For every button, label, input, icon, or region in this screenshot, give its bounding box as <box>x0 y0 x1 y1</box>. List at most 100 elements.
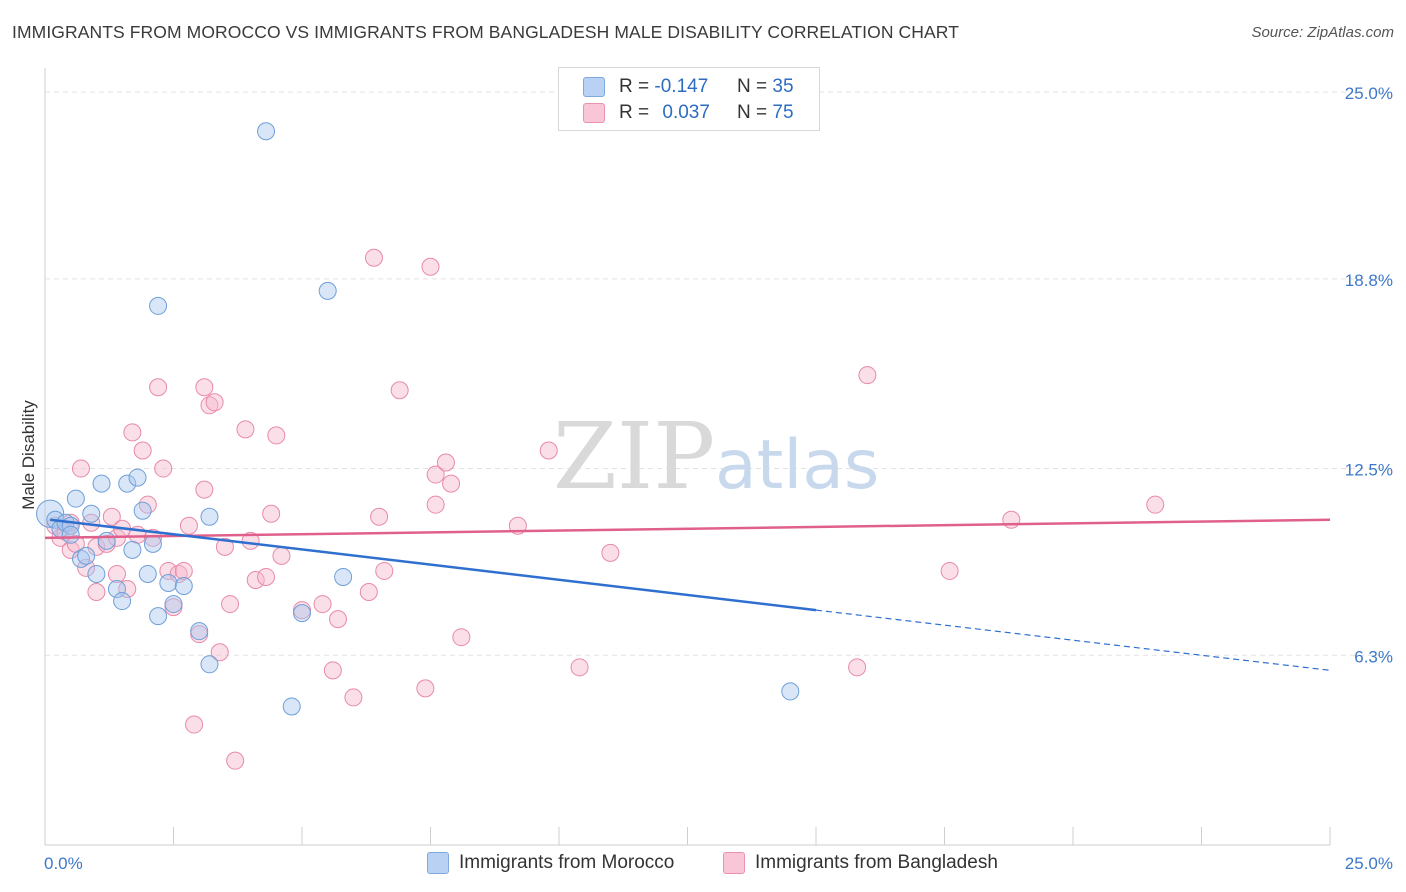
legend-swatch-bangladesh <box>723 852 745 874</box>
bangladesh-point <box>421 257 440 276</box>
stats-legend: R = -0.147 N = 35 R = 0.037 N = 75 <box>558 67 820 131</box>
y-tick-label: 12.5% <box>1345 461 1393 480</box>
legend-r-value: 0.037 <box>662 102 710 123</box>
y-tick-label: 18.8% <box>1345 271 1393 290</box>
bangladesh-point <box>323 661 342 680</box>
bangladesh-point <box>257 567 276 586</box>
bangladesh-point <box>138 495 157 514</box>
bangladesh-point <box>226 751 245 770</box>
morocco-point <box>293 604 311 623</box>
morocco-point <box>107 580 126 599</box>
legend-r-bangladesh: R = 0.037 <box>619 102 719 124</box>
chart-title: IMMIGRANTS FROM MOROCCO VS IMMIGRANTS FR… <box>12 22 959 42</box>
bangladesh-point <box>179 516 198 535</box>
morocco-point <box>133 501 152 520</box>
morocco-point <box>138 564 157 583</box>
bangladesh-point <box>61 540 80 559</box>
bangladesh-point <box>359 583 378 602</box>
morocco-point <box>257 122 276 141</box>
morocco-point <box>190 622 209 641</box>
bangladesh-point <box>313 595 332 614</box>
bangladesh-point <box>56 522 75 541</box>
morocco-point <box>71 549 90 568</box>
legend-r-label: R = <box>619 76 650 97</box>
legend-n-value: 35 <box>772 76 794 97</box>
morocco-point <box>143 534 162 553</box>
morocco-point <box>92 474 111 493</box>
bangladesh-point <box>426 465 445 484</box>
morocco-trend-extension <box>815 609 1331 671</box>
morocco-point <box>113 592 132 611</box>
bangladesh-point <box>375 561 394 580</box>
morocco-point <box>123 540 142 559</box>
bangladesh-point <box>272 546 291 565</box>
series-legend: Immigrants from Morocco Immigrants from … <box>0 852 1406 878</box>
morocco-point <box>128 468 147 487</box>
bangladesh-point <box>200 396 219 415</box>
bangladesh-point <box>195 480 214 499</box>
x-tick-label: 25.0% <box>1345 854 1393 873</box>
morocco-point <box>61 525 80 544</box>
bangladesh-point <box>107 564 126 583</box>
legend-n-bangladesh: N = 75 <box>737 102 794 124</box>
bangladesh-point <box>215 537 234 556</box>
morocco-point <box>66 489 85 508</box>
y-tick-label: 6.3% <box>1354 647 1393 666</box>
morocco-point <box>781 682 800 701</box>
bangladesh-point <box>87 537 106 556</box>
morocco-point <box>82 504 101 523</box>
morocco-point <box>174 577 193 595</box>
morocco-point <box>87 564 106 583</box>
bangladesh-point <box>118 580 137 599</box>
x-tick-label: 0.0% <box>44 854 83 873</box>
bangladesh-trend-line <box>44 518 1331 540</box>
bangladesh-point <box>858 366 877 385</box>
watermark-zip: ZIP <box>553 403 715 510</box>
bangladesh-point <box>169 564 188 583</box>
bangladesh-point <box>236 420 255 439</box>
morocco-point <box>118 474 137 493</box>
bangladesh-points <box>46 248 1165 770</box>
bangladesh-point <box>154 459 173 478</box>
legend-r-value: -0.147 <box>654 76 709 97</box>
legend-row-bangladesh: R = 0.037 N = 75 <box>583 101 794 125</box>
bangladesh-point <box>195 378 214 397</box>
legend-label-bangladesh: Immigrants from Bangladesh <box>755 852 998 873</box>
bangladesh-point <box>205 393 224 412</box>
bangladesh-point <box>436 453 455 472</box>
morocco-point <box>318 281 337 300</box>
legend-row-morocco: R = -0.147 N = 35 <box>583 75 794 99</box>
trend-lines <box>44 518 1331 671</box>
bangladesh-point <box>539 441 558 460</box>
morocco-point <box>149 296 168 315</box>
morocco-point <box>282 697 301 716</box>
morocco-point <box>77 546 96 565</box>
legend-n-label: N = <box>737 76 768 97</box>
morocco-point <box>200 655 219 674</box>
bangladesh-point <box>370 507 389 526</box>
morocco-point <box>149 607 168 626</box>
morocco-trend-line <box>49 518 817 612</box>
y-tick-label: 25.0% <box>1345 84 1393 103</box>
bangladesh-point <box>221 595 240 614</box>
legend-label-morocco: Immigrants from Morocco <box>459 852 675 873</box>
bangladesh-point <box>344 688 363 707</box>
bangladesh-point <box>87 583 106 602</box>
bangladesh-point <box>262 504 281 523</box>
bangladesh-point <box>123 423 142 442</box>
morocco-point <box>334 567 353 586</box>
bangladesh-point <box>442 474 461 493</box>
bangladesh-point <box>848 658 867 677</box>
bangladesh-point <box>246 570 265 589</box>
bangladesh-point <box>940 561 959 580</box>
bangladesh-point <box>426 495 445 514</box>
grid-lines <box>45 91 1395 656</box>
bangladesh-point <box>364 248 383 267</box>
morocco-point <box>97 531 116 550</box>
bangladesh-point <box>133 441 152 460</box>
morocco-point <box>159 573 178 592</box>
bangladesh-point <box>1002 510 1021 529</box>
morocco-point <box>164 595 183 614</box>
bangladesh-point <box>149 378 168 397</box>
